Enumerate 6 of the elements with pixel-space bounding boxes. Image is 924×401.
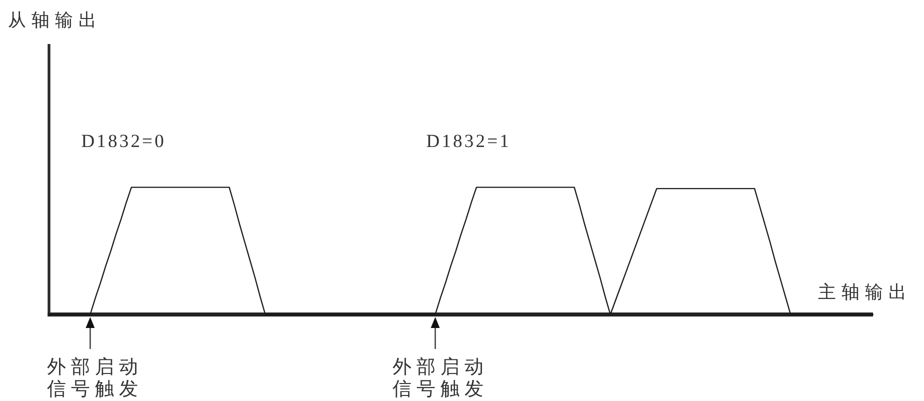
text: D1832=1 xyxy=(426,132,511,152)
text: 外部启动信号触发 xyxy=(47,356,144,400)
x-axis-title: 主轴输出 xyxy=(818,282,912,303)
text: 外部启动信号触发 xyxy=(392,356,488,400)
text: 从轴输出 xyxy=(8,10,102,31)
text: D1832=0 xyxy=(81,132,166,152)
